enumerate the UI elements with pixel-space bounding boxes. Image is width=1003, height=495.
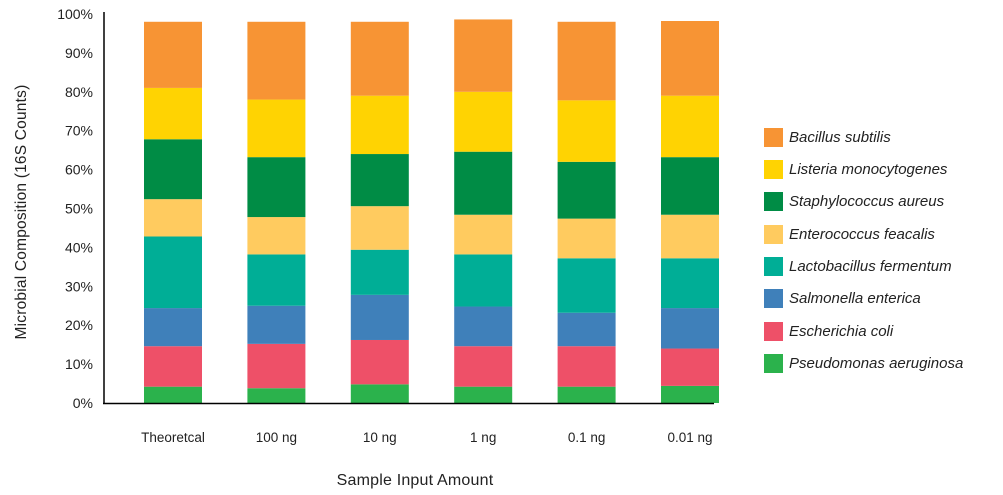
x-tick-label: 0.01 ng xyxy=(667,430,712,445)
bar-segment xyxy=(557,386,616,403)
bar-segment xyxy=(144,199,202,237)
legend-item: Bacillus subtilis xyxy=(764,122,963,152)
y-tick-label: 80% xyxy=(65,84,93,100)
bar-segment xyxy=(350,339,409,385)
bar-segment xyxy=(557,161,616,219)
y-tick-label: 50% xyxy=(65,201,93,217)
bar-segment xyxy=(661,21,719,96)
bar-segment xyxy=(454,151,513,215)
bar-segment xyxy=(144,139,202,200)
bar-segment xyxy=(247,21,306,100)
x-tick-label: Theoretcal xyxy=(141,430,205,445)
bar-segment xyxy=(350,21,409,96)
bar-segment xyxy=(454,306,513,347)
bar-segment xyxy=(247,99,306,158)
y-tick-label: 40% xyxy=(65,239,93,255)
bar-segment xyxy=(454,214,513,255)
legend-item: Escherichia coli xyxy=(764,316,963,346)
bar-segment xyxy=(557,312,616,347)
bar-segment xyxy=(661,214,719,259)
bar-segment xyxy=(557,258,616,313)
bar-segment xyxy=(144,236,202,309)
y-tick-label: 60% xyxy=(65,162,93,178)
legend-swatch xyxy=(764,224,783,244)
legend-label: Pseudomonas aeruginosa xyxy=(789,355,964,373)
bar-segment xyxy=(661,348,719,386)
legend: Bacillus subtilis Listeria monocytogenes S… xyxy=(764,122,963,381)
legend-label: Salmonella enterica xyxy=(789,290,921,308)
legend-swatch xyxy=(764,127,783,147)
y-axis-title-container: Microbial Composition (16S Counts) xyxy=(0,0,60,495)
bar-segment xyxy=(144,346,202,387)
y-tick-label: 20% xyxy=(65,317,93,333)
legend-item: Staphylococcus aureus xyxy=(764,187,963,217)
x-axis-title: Sample Input Amount xyxy=(336,472,494,489)
bar-segment xyxy=(144,21,202,88)
legend-label: Staphylococcus aureus xyxy=(789,193,945,211)
legend-item: Pseudomonas aeruginosa xyxy=(764,349,963,379)
bar-segment xyxy=(557,100,616,162)
legend-item: Salmonella enterica xyxy=(764,284,963,314)
bar-segment xyxy=(454,91,513,152)
legend-item: Listeria monocytogenes xyxy=(764,154,963,184)
legend-swatch xyxy=(764,354,783,374)
bar-segment xyxy=(144,308,202,347)
bar-segment xyxy=(350,206,409,250)
bar-segment xyxy=(350,384,409,403)
bar-segment xyxy=(557,218,616,259)
bar-segment xyxy=(247,254,306,306)
bar-segment xyxy=(454,19,513,92)
legend-label: Escherichia coli xyxy=(789,322,894,340)
bar-segment xyxy=(350,154,409,207)
bar-segment xyxy=(247,217,306,255)
legend-swatch xyxy=(764,159,783,179)
legend-item: Lactobacillus fermentum xyxy=(764,252,963,282)
bar-segment xyxy=(247,343,306,389)
bar-segment xyxy=(247,305,306,344)
bar-segment xyxy=(144,87,202,140)
legend-item: Enterococcus feacalis xyxy=(764,219,963,249)
bar-segment xyxy=(247,157,306,218)
bar-segment xyxy=(661,385,719,403)
x-tick-label: 10 ng xyxy=(363,430,397,445)
y-tick-label: 70% xyxy=(65,123,93,139)
legend-swatch xyxy=(764,321,783,341)
bar-segment xyxy=(661,157,719,215)
bar-segment xyxy=(350,95,409,155)
bar-segment xyxy=(454,254,513,307)
legend-label: Bacillus subtilis xyxy=(789,128,891,146)
x-tick-label: 1 ng xyxy=(470,430,496,445)
y-tick-label: 0% xyxy=(73,395,93,411)
x-tick-label: 0.1 ng xyxy=(568,430,606,445)
bar-segment xyxy=(247,388,306,403)
y-tick-label: 10% xyxy=(65,356,93,372)
y-axis-title: Microbial Composition (16S Counts) xyxy=(13,84,30,340)
bar-segment xyxy=(557,21,616,101)
legend-label: Listeria monocytogenes xyxy=(789,160,948,178)
bar-segment xyxy=(350,294,409,340)
bar-segment xyxy=(454,346,513,387)
y-tick-label: 100% xyxy=(57,6,93,22)
legend-label: Enterococcus feacalis xyxy=(789,225,935,243)
legend-swatch xyxy=(764,192,783,212)
x-tick-label: 100 ng xyxy=(256,430,297,445)
bar-segment xyxy=(454,386,513,403)
bar-segment xyxy=(144,386,202,403)
y-tick-label: 30% xyxy=(65,278,93,294)
y-tick-label: 90% xyxy=(65,45,93,61)
legend-swatch xyxy=(764,257,783,277)
bar-segment xyxy=(661,308,719,349)
bar-segment xyxy=(557,346,616,387)
bar-segment xyxy=(661,95,719,158)
bar-segment xyxy=(350,249,409,295)
legend-label: Lactobacillus fermentum xyxy=(789,258,952,276)
bar-segment xyxy=(661,258,719,309)
legend-swatch xyxy=(764,289,783,309)
